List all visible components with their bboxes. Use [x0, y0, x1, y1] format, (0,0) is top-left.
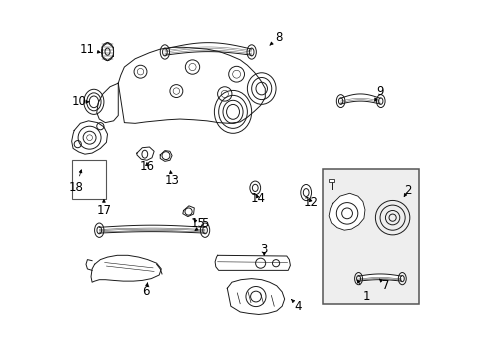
Text: 1: 1	[357, 280, 369, 303]
Polygon shape	[183, 206, 194, 217]
Text: 8: 8	[269, 31, 282, 45]
Text: 16: 16	[139, 160, 154, 173]
Text: 5: 5	[195, 217, 208, 230]
Text: 12: 12	[303, 196, 318, 209]
Text: 14: 14	[250, 192, 265, 205]
Text: 3: 3	[260, 243, 267, 256]
Text: 11: 11	[79, 42, 100, 55]
Text: 4: 4	[291, 300, 302, 313]
Polygon shape	[137, 147, 154, 160]
Bar	[328, 179, 333, 182]
Text: 15: 15	[190, 217, 205, 230]
Text: 18: 18	[68, 170, 83, 194]
Text: 2: 2	[403, 184, 410, 197]
Polygon shape	[118, 47, 265, 123]
Polygon shape	[160, 150, 172, 161]
Text: 7: 7	[379, 279, 389, 292]
Polygon shape	[91, 255, 161, 282]
Polygon shape	[215, 255, 290, 270]
Text: 9: 9	[374, 85, 383, 101]
Text: 6: 6	[142, 283, 149, 298]
Bar	[72, 160, 106, 199]
Text: 17: 17	[96, 199, 111, 217]
Text: 13: 13	[164, 171, 179, 187]
Text: 10: 10	[71, 95, 89, 108]
Bar	[322, 169, 418, 304]
Polygon shape	[328, 193, 364, 230]
Polygon shape	[227, 279, 284, 315]
Polygon shape	[97, 83, 118, 123]
Polygon shape	[72, 121, 107, 154]
